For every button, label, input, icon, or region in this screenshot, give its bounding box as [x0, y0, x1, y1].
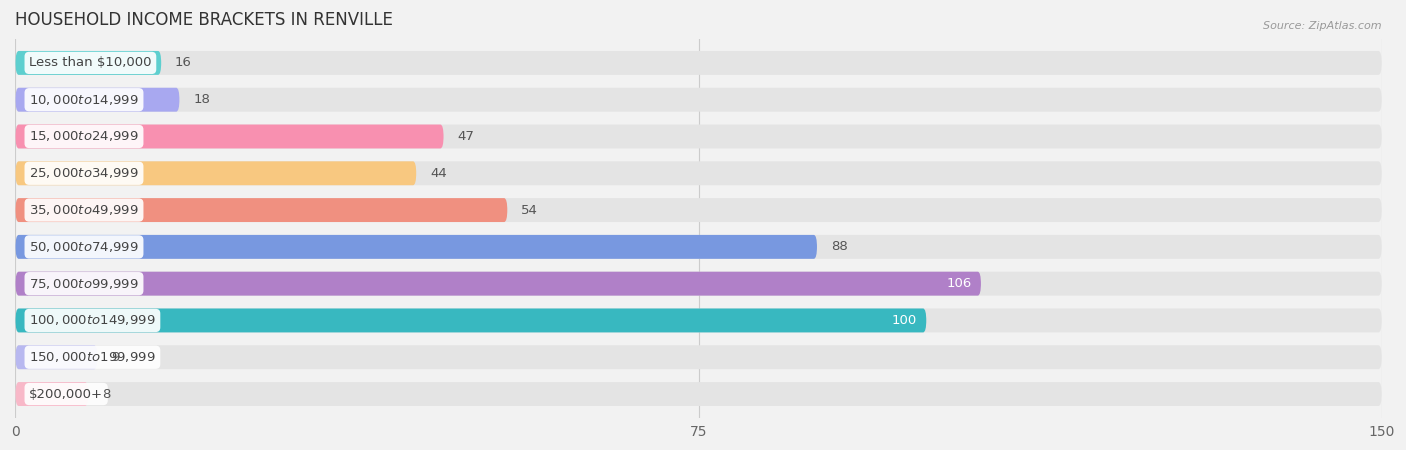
- FancyBboxPatch shape: [15, 125, 443, 148]
- FancyBboxPatch shape: [15, 198, 508, 222]
- Text: 44: 44: [430, 167, 447, 180]
- FancyBboxPatch shape: [15, 345, 1382, 369]
- FancyBboxPatch shape: [15, 235, 1382, 259]
- Text: 18: 18: [193, 93, 209, 106]
- Text: $100,000 to $149,999: $100,000 to $149,999: [30, 314, 156, 328]
- Text: $25,000 to $34,999: $25,000 to $34,999: [30, 166, 139, 180]
- FancyBboxPatch shape: [15, 235, 817, 259]
- Text: Less than $10,000: Less than $10,000: [30, 56, 152, 69]
- FancyBboxPatch shape: [15, 51, 1382, 75]
- Text: $200,000+: $200,000+: [30, 387, 103, 400]
- Text: HOUSEHOLD INCOME BRACKETS IN RENVILLE: HOUSEHOLD INCOME BRACKETS IN RENVILLE: [15, 11, 394, 29]
- FancyBboxPatch shape: [15, 382, 1382, 406]
- Text: 106: 106: [946, 277, 972, 290]
- FancyBboxPatch shape: [15, 198, 1382, 222]
- Text: $15,000 to $24,999: $15,000 to $24,999: [30, 130, 139, 144]
- Text: 16: 16: [174, 56, 191, 69]
- Text: 100: 100: [891, 314, 917, 327]
- FancyBboxPatch shape: [15, 88, 180, 112]
- FancyBboxPatch shape: [15, 51, 162, 75]
- Text: 8: 8: [103, 387, 111, 400]
- FancyBboxPatch shape: [15, 272, 1382, 296]
- FancyBboxPatch shape: [15, 88, 1382, 112]
- FancyBboxPatch shape: [15, 345, 97, 369]
- Text: 9: 9: [111, 351, 120, 364]
- FancyBboxPatch shape: [15, 162, 1382, 185]
- FancyBboxPatch shape: [15, 382, 89, 406]
- FancyBboxPatch shape: [15, 309, 927, 333]
- FancyBboxPatch shape: [15, 272, 981, 296]
- FancyBboxPatch shape: [15, 162, 416, 185]
- Text: $150,000 to $199,999: $150,000 to $199,999: [30, 350, 156, 364]
- Text: 88: 88: [831, 240, 848, 253]
- Text: $35,000 to $49,999: $35,000 to $49,999: [30, 203, 139, 217]
- FancyBboxPatch shape: [15, 309, 1382, 333]
- Text: 47: 47: [457, 130, 474, 143]
- Text: $75,000 to $99,999: $75,000 to $99,999: [30, 277, 139, 291]
- Text: 54: 54: [522, 203, 538, 216]
- Text: Source: ZipAtlas.com: Source: ZipAtlas.com: [1263, 22, 1382, 32]
- Text: $50,000 to $74,999: $50,000 to $74,999: [30, 240, 139, 254]
- Text: $10,000 to $14,999: $10,000 to $14,999: [30, 93, 139, 107]
- FancyBboxPatch shape: [15, 125, 1382, 148]
